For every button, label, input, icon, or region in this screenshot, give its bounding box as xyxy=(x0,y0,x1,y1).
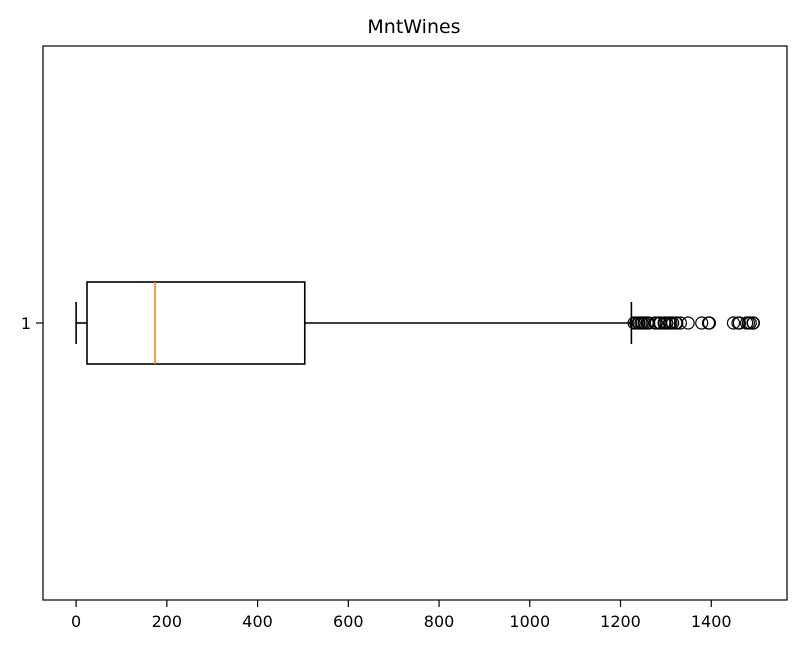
x-tick-label: 200 xyxy=(152,612,183,631)
axes-frame xyxy=(42,45,788,601)
x-tick-label: 800 xyxy=(424,612,455,631)
plot-area xyxy=(75,281,761,365)
x-tick-label: 600 xyxy=(333,612,364,631)
x-tick-label: 400 xyxy=(242,612,273,631)
outlier-point xyxy=(670,316,684,330)
y-tick-label: 1 xyxy=(21,314,31,333)
x-tick-label: 1400 xyxy=(691,612,732,631)
outlier-point xyxy=(701,316,716,330)
iqr-box xyxy=(86,281,306,365)
outlier-point xyxy=(695,316,709,330)
x-tick-label: 1200 xyxy=(600,612,641,631)
outlier-point xyxy=(746,316,761,330)
outlier-point xyxy=(732,316,746,330)
x-axis: 0 200 400 600 800 1000 1200 1400 xyxy=(71,600,732,631)
x-tick-label: 1000 xyxy=(509,612,550,631)
outlier-point xyxy=(681,316,695,330)
x-tick-label: 0 xyxy=(71,612,81,631)
outlier-point xyxy=(673,316,687,330)
chart-title: MntWines xyxy=(367,16,460,38)
y-axis: 1 xyxy=(21,314,43,333)
outlier-point xyxy=(666,316,680,330)
outlier-point xyxy=(702,316,717,330)
outlier-point xyxy=(726,316,741,330)
